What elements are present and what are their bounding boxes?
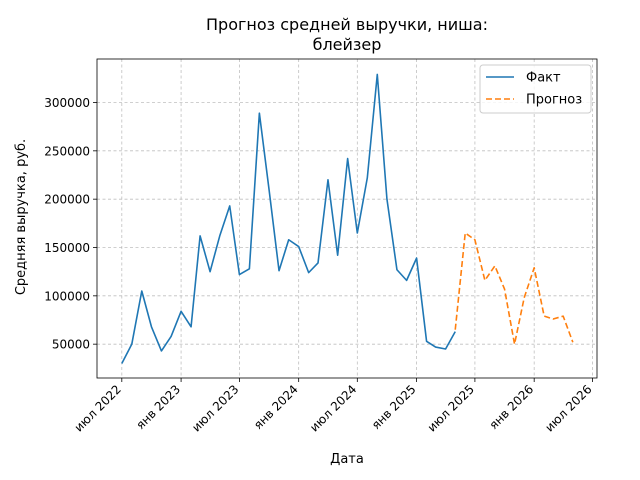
y-tick-label: 100000 bbox=[44, 289, 90, 303]
grid bbox=[97, 59, 597, 378]
chart-title-line-1: Прогноз средней выручки, ниша: bbox=[206, 15, 488, 34]
y-tick-label: 300000 bbox=[44, 96, 90, 110]
plot-frame bbox=[96, 58, 598, 379]
y-tick-label: 250000 bbox=[44, 144, 90, 158]
legend: Факт Прогноз bbox=[479, 64, 592, 114]
y-tick-label: 50000 bbox=[52, 338, 90, 352]
y-tick-label: 200000 bbox=[44, 193, 90, 207]
legend-label: Прогноз bbox=[526, 93, 582, 108]
series-line-fact bbox=[121, 73, 456, 364]
y-axis-label: Средняя выручка, руб. bbox=[14, 139, 29, 295]
y-tick-label: 150000 bbox=[44, 241, 90, 255]
series-line-forecast bbox=[454, 232, 574, 345]
x-axis-label: Дата bbox=[330, 452, 364, 467]
series-lines bbox=[121, 73, 574, 364]
chart-title-line-2: блейзер bbox=[313, 35, 382, 54]
legend-label: Факт bbox=[526, 71, 561, 86]
